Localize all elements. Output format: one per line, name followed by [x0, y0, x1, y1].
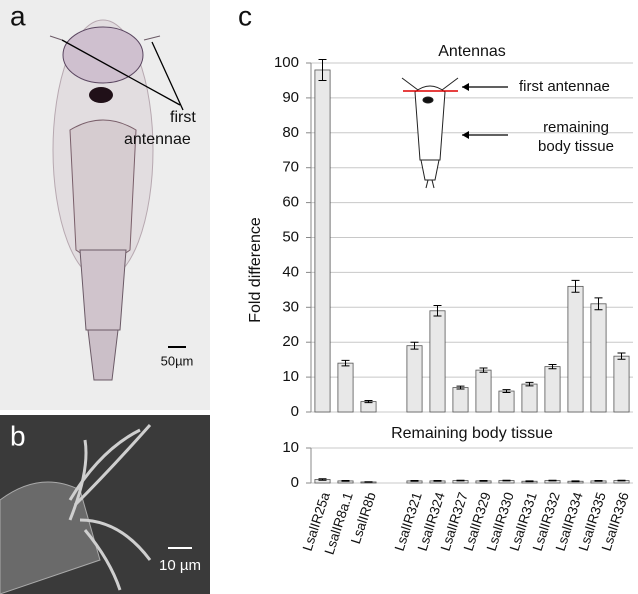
bar	[567, 285, 584, 413]
error-bar	[410, 480, 419, 482]
arrow-head	[462, 83, 469, 91]
y-tick-label: 10	[282, 439, 299, 456]
chart-title: Remaining body tissue	[391, 425, 553, 442]
bar	[452, 387, 469, 413]
chart-title: Antennas	[438, 43, 506, 60]
y-tick-label: 90	[282, 89, 299, 106]
error-bar	[456, 479, 465, 482]
arrow	[151, 41, 184, 111]
arrow	[61, 39, 181, 106]
error-bar	[479, 480, 488, 482]
y-tick-label: 0	[291, 474, 299, 491]
error-bar	[525, 480, 534, 483]
bar	[337, 362, 354, 413]
panel-letter: a	[10, 0, 26, 31]
arrow-head	[462, 131, 469, 139]
inset-label: first antennae	[519, 78, 610, 95]
bar	[429, 310, 446, 413]
error-bar	[341, 359, 350, 367]
y-tick-label: 70	[282, 159, 299, 176]
y-tick-label: 30	[282, 298, 299, 315]
y-axis-label: Fold difference	[247, 217, 264, 323]
bar	[475, 369, 492, 413]
y-tick-label: 10	[282, 368, 299, 385]
inset-drawing	[401, 77, 459, 189]
scale-label: 10 µm	[159, 557, 201, 574]
panel-letter: b	[10, 420, 26, 451]
scale-label: 50µm	[161, 353, 194, 368]
error-bar	[594, 480, 603, 482]
bar	[498, 390, 515, 413]
panel-letter: c	[238, 0, 252, 31]
bar	[521, 383, 538, 413]
error-bar	[502, 479, 511, 482]
y-tick-label: 60	[282, 194, 299, 211]
error-bar	[318, 478, 327, 481]
error-bar	[456, 385, 465, 390]
y-tick-label: 80	[282, 124, 299, 141]
error-bar	[548, 364, 557, 370]
annotation: first	[170, 109, 196, 126]
error-bar	[364, 399, 373, 404]
plot: Antennas0102030405060708090100Remaining …	[274, 43, 633, 556]
error-bar	[617, 479, 626, 482]
y-tick-label: 20	[282, 333, 299, 350]
bar	[544, 366, 561, 413]
error-bar	[433, 480, 442, 482]
error-bar	[571, 480, 580, 483]
y-tick-label: 0	[291, 403, 299, 420]
annotation: antennae	[124, 131, 191, 148]
bar	[314, 69, 331, 413]
error-bar	[594, 297, 603, 311]
bar	[613, 355, 630, 413]
inset-label: body tissue	[538, 138, 614, 155]
error-bar	[617, 352, 626, 360]
error-bar	[502, 389, 511, 393]
error-bar	[571, 279, 580, 293]
y-tick-label: 40	[282, 263, 299, 280]
bar	[406, 345, 423, 413]
error-bar	[341, 480, 350, 482]
error-bar	[548, 479, 557, 482]
y-tick-label: 100	[274, 54, 299, 71]
error-bar	[318, 59, 327, 81]
inset-label: remaining	[543, 119, 609, 136]
copepod-photo	[49, 19, 161, 381]
error-bar	[410, 341, 419, 350]
bar	[360, 401, 377, 413]
error-bar	[525, 381, 534, 387]
bar	[590, 303, 607, 413]
sem-photo	[0, 424, 152, 594]
y-tick-label: 50	[282, 228, 299, 245]
error-bar	[433, 305, 442, 317]
error-bar	[479, 367, 488, 373]
